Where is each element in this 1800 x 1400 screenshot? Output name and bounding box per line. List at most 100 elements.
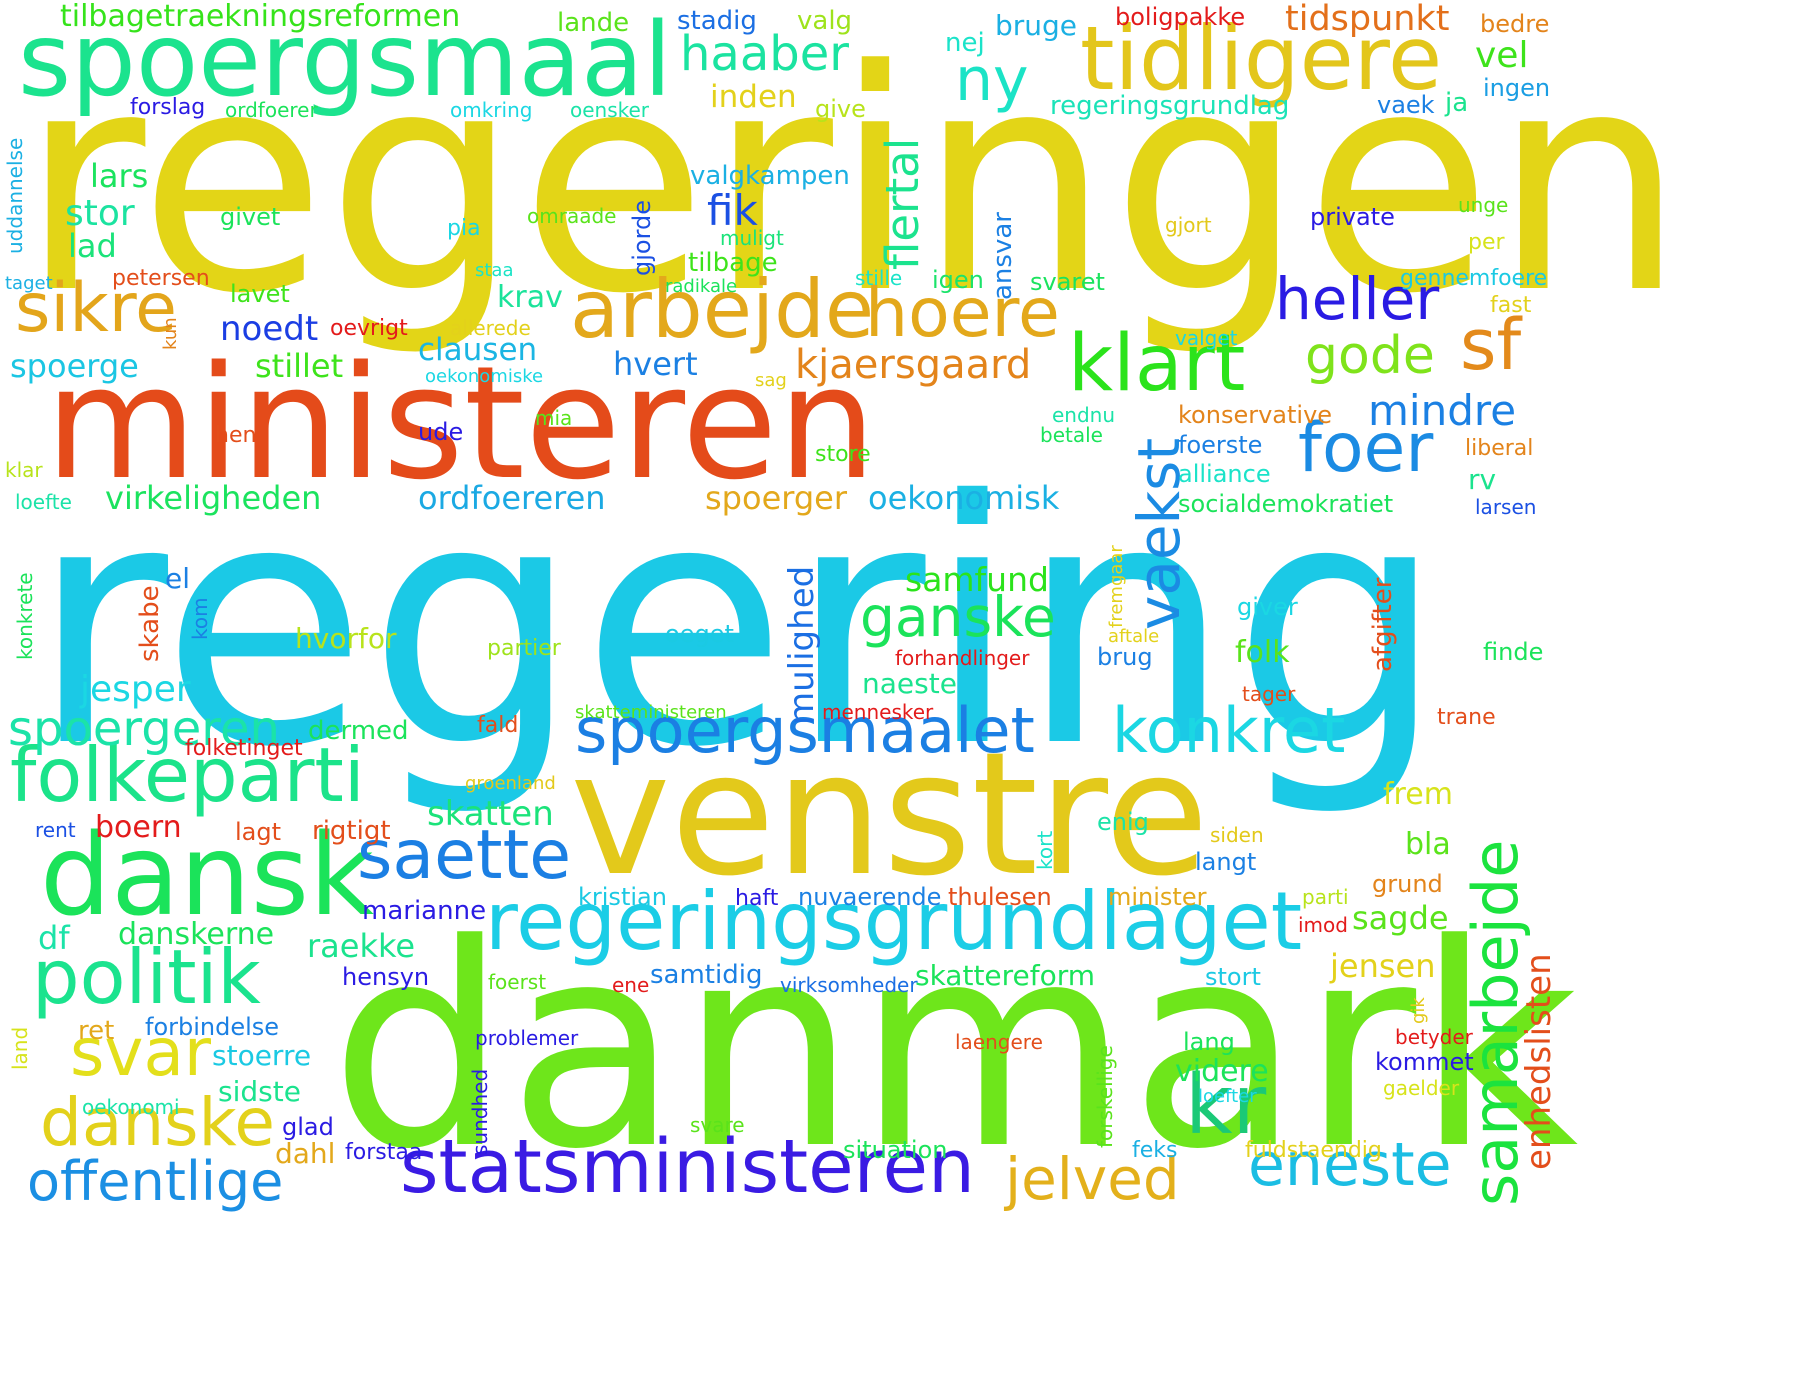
word-omraade: omraade xyxy=(527,204,617,228)
word-private: private xyxy=(1310,203,1395,231)
word-konkrete: konkrete xyxy=(13,572,37,660)
word-taget: taget xyxy=(5,273,53,294)
word-petersen: petersen xyxy=(112,266,210,291)
word-aftale: aftale xyxy=(1108,626,1160,647)
word-bla: bla xyxy=(1405,827,1451,862)
word-finde: finde xyxy=(1483,638,1544,666)
word-tidligere: tidligere xyxy=(1080,7,1443,110)
word-enig: enig xyxy=(1097,808,1149,836)
word-uddannelse: uddannelse xyxy=(3,137,27,254)
word-kristian: kristian xyxy=(578,883,667,911)
word-omkring: omkring xyxy=(450,98,533,122)
word-konservative: konservative xyxy=(1178,401,1333,429)
word-loefter: loefter xyxy=(1198,1086,1257,1107)
word-pia: pia xyxy=(447,216,481,241)
word-samarbejde: samarbejde xyxy=(1459,839,1532,1206)
word-partier: partier xyxy=(487,636,561,661)
word-hoere: hoere xyxy=(865,274,1060,353)
word-nej: nej xyxy=(945,28,985,58)
word-statsministeren: statsministeren xyxy=(400,1124,975,1210)
word-ministeren: ministeren xyxy=(45,332,877,514)
word-forstaa: forstaa xyxy=(345,1140,423,1165)
word-politik: politik xyxy=(32,933,261,1021)
word-svar: svar xyxy=(70,1014,212,1091)
word-lad: lad xyxy=(68,227,117,265)
word-stor: stor xyxy=(65,193,135,234)
word-alliance: alliance xyxy=(1178,460,1271,488)
word-regeringen: regeringen xyxy=(20,5,1686,360)
word-noedt: noedt xyxy=(220,309,319,349)
word-samfund: samfund xyxy=(905,560,1049,599)
word-skattereform: skattereform xyxy=(915,959,1096,992)
word-gennemfoere: gennemfoere xyxy=(1400,266,1548,291)
word-klart: klart xyxy=(1068,319,1246,409)
word-dahl: dahl xyxy=(275,1137,336,1170)
word-rent: rent xyxy=(35,818,76,842)
word-foerst: foerst xyxy=(488,970,547,994)
word-sikre: sikre xyxy=(15,269,177,348)
word-ude: ude xyxy=(418,418,464,446)
word-grund: grund xyxy=(1372,870,1443,898)
word-imod: imod xyxy=(1298,913,1348,937)
word-igen: igen xyxy=(932,266,984,294)
word-spoerger: spoerger xyxy=(705,479,847,517)
word-stille: stille xyxy=(855,266,903,290)
word-jensen: jensen xyxy=(1330,947,1436,985)
word-kom: kom xyxy=(188,597,212,640)
word-ordfoerer: ordfoerer xyxy=(225,98,318,122)
word-minister: minister xyxy=(1108,883,1207,911)
word-bedre: bedre xyxy=(1480,10,1550,38)
word-trane: trane xyxy=(1437,705,1496,730)
word-rigtigt: rigtigt xyxy=(312,816,391,846)
word-heller: heller xyxy=(1275,265,1440,333)
word-dansk: dansk xyxy=(40,811,374,941)
word-eneste: eneste xyxy=(1248,1130,1452,1200)
word-hvert: hvert xyxy=(613,345,698,383)
word-land: land xyxy=(8,1026,32,1070)
word-kommet: kommet xyxy=(1375,1048,1474,1076)
word-sidste: sidste xyxy=(218,1075,301,1108)
word-give: give xyxy=(815,95,866,123)
word-svaret: svaret xyxy=(1030,268,1105,296)
word-ansvar: ansvar xyxy=(988,212,1018,300)
word-gjort: gjort xyxy=(1165,213,1212,237)
word-fremgaar: fremgaar xyxy=(1106,545,1127,628)
word-lars: lars xyxy=(90,157,149,195)
word-skatteministeren: skatteministeren xyxy=(575,702,727,723)
word-betyder: betyder xyxy=(1395,1025,1473,1049)
word-thulesen: thulesen xyxy=(948,883,1052,911)
word-dermed: dermed xyxy=(308,716,409,746)
word-givet: givet xyxy=(220,203,281,231)
word-oevrigt: oevrigt xyxy=(330,316,408,341)
word-kort: kort xyxy=(1033,830,1057,870)
word-stort: stort xyxy=(1205,963,1261,991)
word-tilbagetraekningsreformen: tilbagetraekningsreformen xyxy=(60,0,461,34)
word-glad: glad xyxy=(282,1113,334,1141)
word-tager: tager xyxy=(1242,682,1296,706)
word-giver: giver xyxy=(1237,593,1298,621)
word-skabe: skabe xyxy=(135,585,165,662)
word-gaelder: gaelder xyxy=(1383,1076,1460,1100)
word-allerede: allerede xyxy=(450,316,531,340)
word-ganske: ganske xyxy=(860,585,1056,649)
word-foerste: foerste xyxy=(1178,431,1263,459)
word-spoerge: spoerge xyxy=(10,347,139,385)
word-fik: fik xyxy=(707,186,758,235)
word-mulighed: mulighed xyxy=(782,565,822,725)
word-svare: svare xyxy=(690,1113,745,1137)
word-el: el xyxy=(165,562,191,595)
word-enhedslisten: enhedslisten xyxy=(1519,953,1559,1170)
word-flertal: flertal xyxy=(876,137,929,270)
word-betale: betale xyxy=(1040,423,1103,447)
word-oeget: oeget xyxy=(665,620,734,648)
word-fast: fast xyxy=(1490,293,1532,318)
word-forslag: forslag xyxy=(130,95,206,120)
word-krav: krav xyxy=(497,280,563,315)
word-per: per xyxy=(1468,230,1505,255)
word-vaek: vaek xyxy=(1377,91,1435,119)
word-ret: ret xyxy=(78,1016,115,1046)
word-regeringsgrundlag: regeringsgrundlag xyxy=(1050,91,1290,121)
word-sf: sf xyxy=(1460,304,1522,386)
word-kr: kr xyxy=(1185,1058,1267,1153)
